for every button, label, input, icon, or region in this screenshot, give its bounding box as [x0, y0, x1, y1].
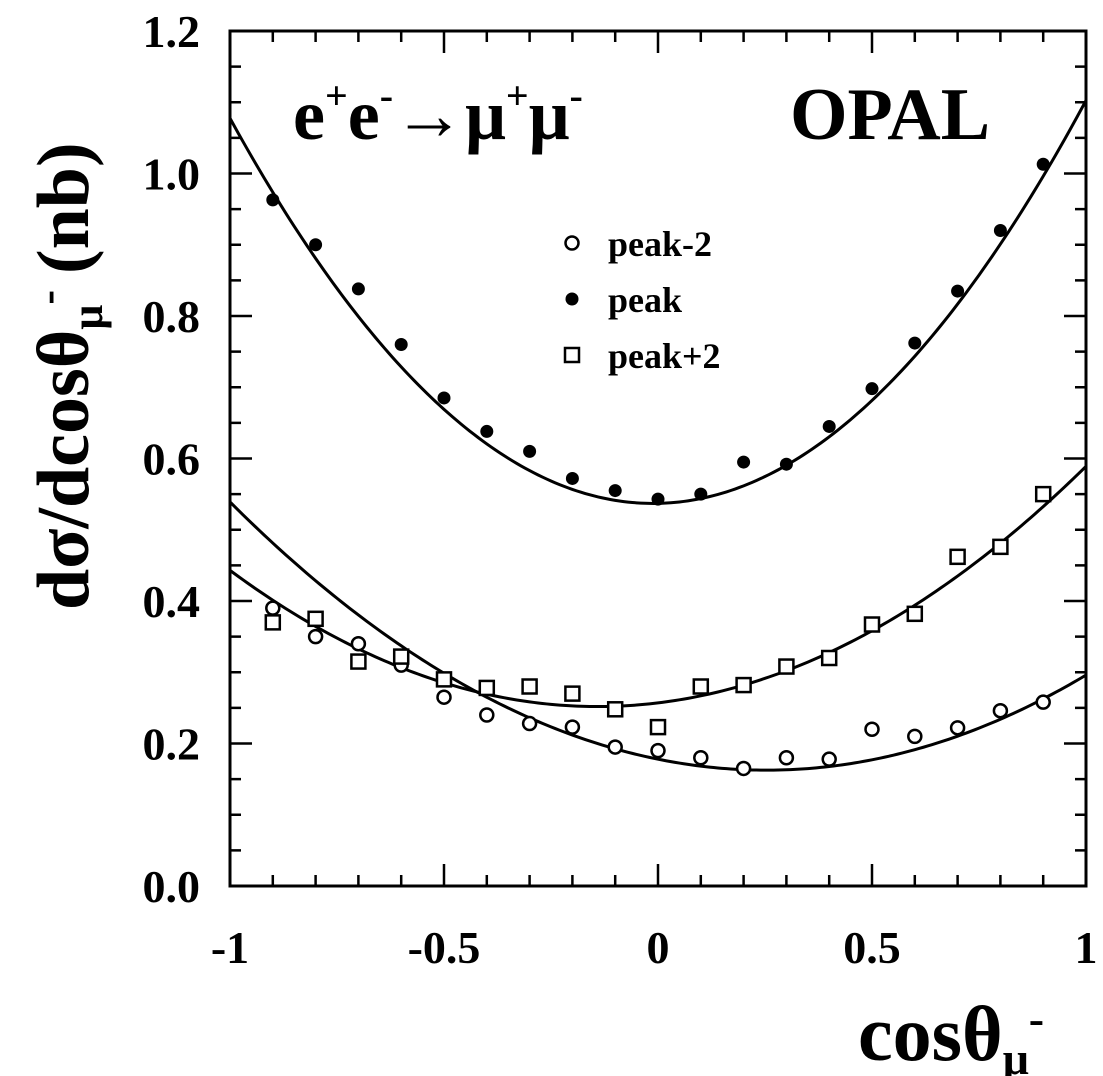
y-tick-label: 0.8 [143, 291, 201, 342]
data-point [992, 702, 1009, 719]
data-point [863, 616, 881, 633]
tick-labels: -1 -0.5 0 0.5 1 0.0 0.2 0.4 0.6 0.8 1.0 1.2 [143, 6, 1098, 973]
data-point [993, 224, 1007, 237]
data-point [564, 719, 581, 735]
data-point [737, 455, 751, 469]
data-points [264, 157, 1052, 777]
y-tick-label: 1.2 [143, 6, 201, 57]
data-point [907, 728, 923, 745]
data-point [265, 600, 281, 616]
data-point [692, 678, 710, 695]
data-point [949, 548, 966, 566]
y-tick-label: 0.4 [143, 576, 201, 627]
data-point [565, 292, 579, 306]
data-point [307, 628, 324, 645]
legend-label: peak+2 [608, 336, 721, 376]
data-point [563, 346, 581, 364]
data-point [822, 419, 836, 433]
legend-label: peak [608, 280, 682, 320]
data-point [864, 721, 880, 737]
x-tick-label: 1 [1075, 922, 1098, 973]
data-point [820, 649, 838, 667]
y-tick-label: 1.0 [143, 149, 201, 200]
x-tick-label: 0 [647, 922, 670, 973]
data-point [650, 742, 666, 759]
y-axis-title: dσ/dcosθμ-(nb) [23, 142, 112, 610]
data-point [437, 391, 451, 405]
data-point [479, 707, 495, 723]
data-point [350, 653, 367, 670]
data-point [649, 718, 667, 736]
data-point [821, 751, 837, 767]
data-point [951, 284, 965, 298]
data-point [436, 689, 452, 705]
data-point [949, 720, 966, 736]
data-point [1034, 485, 1052, 503]
legend: peak-2 peak peak+2 [563, 224, 721, 376]
data-point [778, 750, 795, 766]
data-point [778, 658, 795, 675]
data-point [564, 685, 581, 702]
legend-label: peak-2 [608, 224, 712, 264]
data-point [992, 538, 1009, 556]
data-point [307, 610, 324, 628]
data-point [565, 471, 579, 485]
data-point [266, 193, 280, 207]
data-point [693, 750, 709, 766]
x-tick-label: 0.5 [843, 922, 901, 973]
data-point [392, 648, 410, 665]
data-point [865, 382, 879, 396]
y-tick-label: 0.6 [143, 434, 201, 485]
data-point [735, 760, 752, 777]
data-point [906, 605, 924, 623]
y-tick-label: 0.2 [143, 719, 201, 770]
data-point [521, 715, 538, 732]
data-point [607, 739, 623, 755]
data-point [309, 238, 323, 252]
x-tick-label: -1 [211, 922, 249, 973]
data-point [478, 679, 496, 697]
data-point [564, 235, 580, 251]
data-point [694, 487, 708, 501]
data-point [1036, 157, 1050, 171]
plot-frame [228, 29, 1088, 888]
data-point [1035, 694, 1051, 710]
data-point [779, 457, 793, 471]
data-point [350, 636, 367, 652]
fit-curve [229, 465, 1088, 709]
x-tick-label: -0.5 [408, 922, 481, 973]
data-point [480, 424, 494, 438]
data-point [351, 282, 365, 296]
y-tick-label: 0.0 [143, 861, 201, 912]
data-point [264, 614, 282, 631]
data-point [908, 336, 922, 350]
chart-title: OPAL [790, 74, 990, 156]
process-label: e+e-→μ+μ- [293, 73, 583, 155]
data-point [735, 676, 752, 694]
data-point [394, 338, 408, 351]
data-point [435, 671, 453, 688]
data-point [608, 484, 622, 498]
data-point [521, 678, 538, 695]
x-axis-title: cosθμ- [858, 990, 1044, 1076]
fit-curve [228, 500, 1087, 772]
data-point [651, 492, 665, 506]
axis-ticks [228, 29, 1088, 888]
data-point [606, 701, 624, 718]
data-point [523, 444, 537, 458]
